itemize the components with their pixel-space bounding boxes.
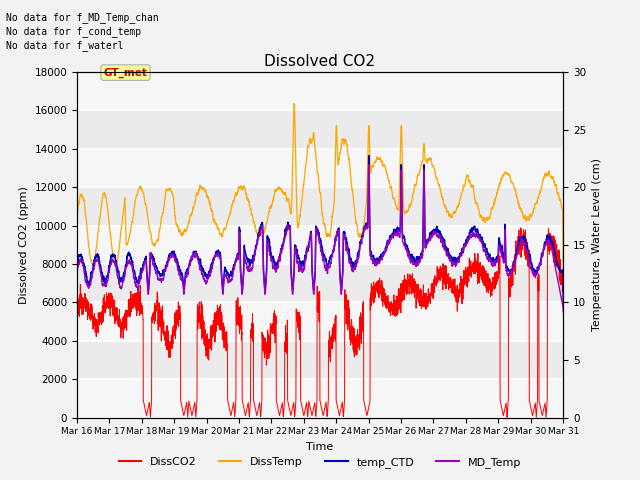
Bar bbox=[77, 302, 563, 341]
Bar bbox=[77, 72, 563, 110]
Y-axis label: Dissolved CO2 (ppm): Dissolved CO2 (ppm) bbox=[19, 186, 29, 304]
Text: GT_met: GT_met bbox=[104, 68, 147, 78]
Bar bbox=[77, 226, 563, 264]
Bar bbox=[77, 149, 563, 187]
Text: No data for f_MD_Temp_chan
No data for f_cond_temp
No data for f_waterl: No data for f_MD_Temp_chan No data for f… bbox=[6, 12, 159, 51]
Bar bbox=[77, 379, 563, 418]
X-axis label: Time: Time bbox=[307, 442, 333, 452]
Y-axis label: Temperature, Water Level (cm): Temperature, Water Level (cm) bbox=[592, 158, 602, 331]
Title: Dissolved CO2: Dissolved CO2 bbox=[264, 54, 376, 70]
Legend: DissCO2, DissTemp, temp_CTD, MD_Temp: DissCO2, DissTemp, temp_CTD, MD_Temp bbox=[115, 452, 525, 472]
